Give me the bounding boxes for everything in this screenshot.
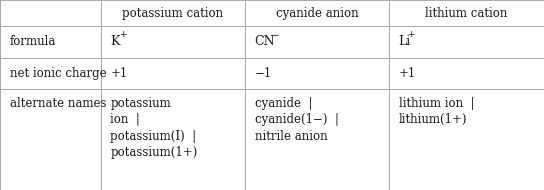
Text: −: − [271,30,279,39]
Text: lithium cation: lithium cation [425,7,508,20]
Text: potassium cation: potassium cation [122,7,223,20]
Text: cyanide anion: cyanide anion [276,7,358,20]
Text: net ionic charge: net ionic charge [10,67,107,80]
Text: alternate names: alternate names [10,97,106,109]
Text: +1: +1 [399,67,416,80]
Text: −1: −1 [255,67,272,80]
Text: CN: CN [255,35,275,48]
Text: Li: Li [399,35,411,48]
Text: cyanide  |
cyanide(1−)  |
nitrile anion: cyanide | cyanide(1−) | nitrile anion [255,97,338,142]
Text: K: K [110,35,120,48]
Text: +1: +1 [110,67,128,80]
Text: formula: formula [10,35,56,48]
Text: potassium
ion  |
potassium(I)  |
potassium(1+): potassium ion | potassium(I) | potassium… [110,97,197,159]
Text: lithium ion  |
lithium(1+): lithium ion | lithium(1+) [399,97,474,126]
Text: +: + [407,30,415,39]
Text: +: + [119,30,127,39]
